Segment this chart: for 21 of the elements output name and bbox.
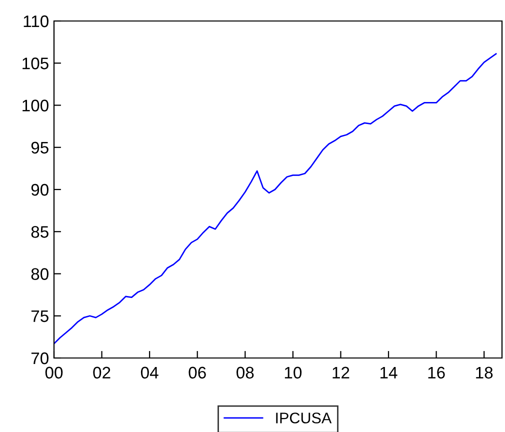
x-tick-label: 12 bbox=[332, 366, 350, 378]
y-tick-label: 105 bbox=[22, 58, 48, 70]
y-tick-label: 70 bbox=[31, 352, 48, 364]
x-tick-label: 08 bbox=[236, 366, 254, 379]
line-series bbox=[54, 53, 497, 344]
y-tick-label: 80 bbox=[31, 268, 48, 280]
x-tick-label: 18 bbox=[476, 366, 493, 379]
x-tick-label: 00 bbox=[45, 366, 63, 379]
y-tick-label: 110 bbox=[24, 15, 48, 28]
x-tick-label: 06 bbox=[188, 366, 206, 379]
x-tick-label: 04 bbox=[140, 366, 158, 379]
x-tick-label: 02 bbox=[93, 366, 110, 379]
y-tick-label: 90 bbox=[31, 184, 48, 196]
x-tick-label: 10 bbox=[284, 366, 302, 379]
y-tick-label: 85 bbox=[31, 226, 48, 238]
x-tick-label: 14 bbox=[380, 366, 398, 378]
x-tick-label: 16 bbox=[428, 366, 445, 379]
y-tick-label: 75 bbox=[31, 310, 48, 322]
y-tick-label: 100 bbox=[22, 100, 48, 112]
y-tick-label: 95 bbox=[31, 142, 48, 154]
legend-label: IPCUSA bbox=[276, 412, 332, 424]
